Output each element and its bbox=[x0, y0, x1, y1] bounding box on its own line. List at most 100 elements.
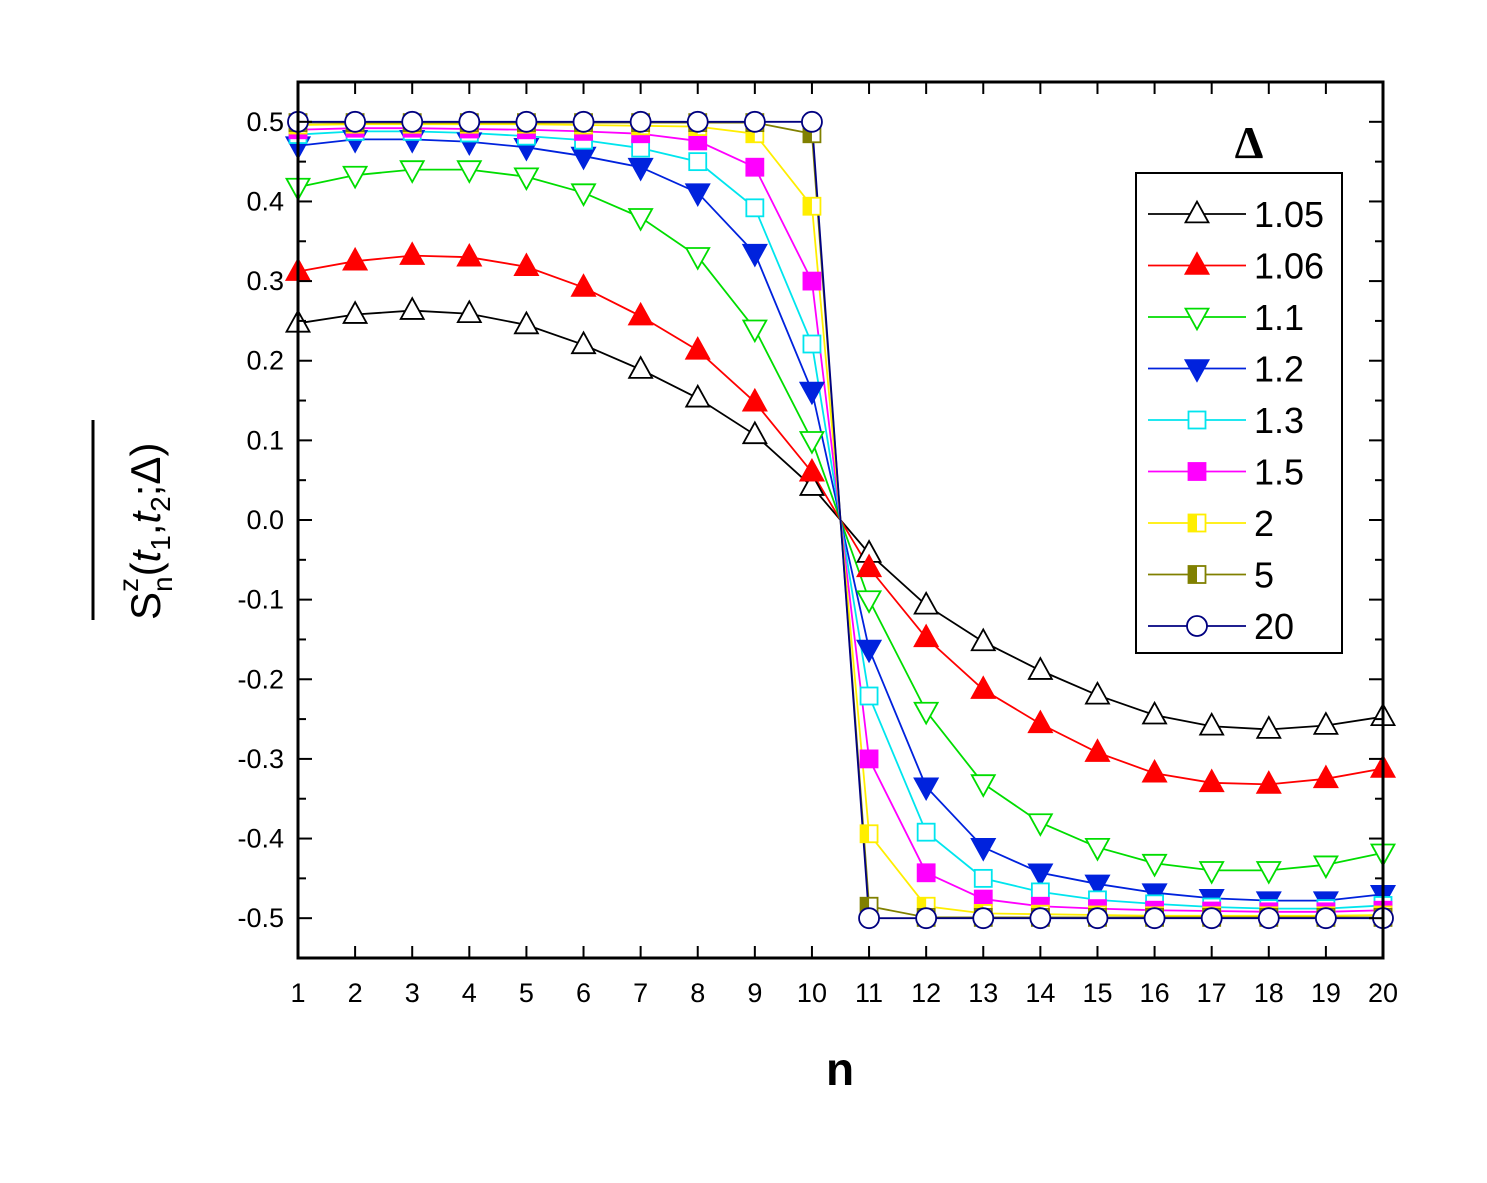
y-title-open: ( bbox=[122, 562, 169, 576]
y-tick-label: 0.5 bbox=[246, 107, 284, 137]
data-point bbox=[1084, 838, 1111, 862]
plot-area bbox=[284, 110, 1397, 930]
svg-text:Szn(t1,t2;Δ): Sz n(t1,t2;Δ) bbox=[113, 443, 178, 620]
data-point bbox=[513, 252, 540, 277]
data-point bbox=[856, 553, 883, 578]
y-tick-label: -0.2 bbox=[237, 664, 284, 694]
y-title-sub: n bbox=[147, 576, 178, 592]
legend-marker bbox=[1187, 513, 1207, 533]
x-tick-label: 6 bbox=[576, 978, 591, 1008]
data-point bbox=[1314, 907, 1337, 930]
y-title-t1: t bbox=[122, 548, 169, 562]
legend-entry: 1.3 bbox=[1148, 400, 1304, 441]
data-point bbox=[859, 749, 879, 769]
data-point bbox=[1086, 907, 1109, 930]
data-point bbox=[1141, 700, 1168, 725]
data-point bbox=[856, 590, 883, 614]
data-point bbox=[627, 355, 654, 379]
legend-entry: 20 bbox=[1148, 606, 1294, 647]
legend-entry: 1.2 bbox=[1148, 349, 1304, 390]
data-point bbox=[513, 167, 540, 192]
x-tick-label: 2 bbox=[348, 978, 363, 1008]
data-point bbox=[801, 110, 823, 133]
data-point bbox=[456, 160, 483, 184]
data-point bbox=[798, 472, 825, 496]
data-point bbox=[1084, 874, 1111, 899]
marker-half-fill bbox=[917, 897, 927, 915]
legend-label: 1.2 bbox=[1254, 349, 1304, 390]
legend-entry: 1.5 bbox=[1148, 452, 1304, 493]
x-tick-label: 19 bbox=[1311, 978, 1341, 1008]
legend-marker bbox=[1187, 462, 1207, 481]
data-point bbox=[684, 247, 711, 271]
data-point bbox=[684, 336, 711, 360]
data-point bbox=[970, 838, 997, 862]
legend-label: 1.1 bbox=[1254, 297, 1304, 338]
y-title-main: S bbox=[122, 592, 169, 620]
y-title-comma: , bbox=[122, 523, 169, 535]
data-point bbox=[916, 863, 936, 883]
x-tick-label: 1 bbox=[290, 978, 305, 1008]
legend-label: 1.3 bbox=[1254, 400, 1304, 441]
data-point bbox=[913, 777, 940, 802]
marker-half-fill bbox=[1188, 514, 1197, 532]
legend-marker bbox=[1187, 565, 1207, 584]
data-point bbox=[915, 907, 938, 930]
data-point bbox=[627, 301, 654, 326]
x-tick-label: 9 bbox=[747, 978, 762, 1008]
data-point bbox=[913, 623, 940, 648]
x-tick-label: 4 bbox=[462, 978, 477, 1008]
data-point bbox=[1198, 711, 1225, 736]
data-point bbox=[515, 110, 538, 133]
axes: 1 2 3 4 5 6 7 8 9 10 11 12 13 14 15 16 17 18 19 200.50.40.3… bbox=[237, 80, 1398, 1008]
x-tick-label: 15 bbox=[1082, 978, 1112, 1008]
data-point bbox=[1200, 907, 1223, 930]
x-tick-label: 18 bbox=[1254, 978, 1284, 1008]
series-markers-1.05 bbox=[284, 296, 1397, 739]
legend-title: Δ bbox=[1235, 117, 1264, 168]
legend-marker bbox=[1187, 410, 1207, 430]
data-point bbox=[686, 110, 709, 133]
legend-label: 2 bbox=[1254, 503, 1274, 544]
data-point bbox=[684, 383, 711, 408]
marker-half-fill bbox=[746, 125, 755, 143]
legend-entry: 1.1 bbox=[1148, 297, 1304, 338]
y-title-tail: ;Δ) bbox=[122, 443, 169, 497]
data-point bbox=[745, 198, 765, 218]
data-point bbox=[688, 152, 708, 172]
data-point bbox=[627, 208, 654, 232]
x-tick-label: 11 bbox=[855, 978, 883, 1008]
y-tick-label: 0.4 bbox=[246, 186, 284, 216]
y-tick-label: -0.3 bbox=[237, 744, 284, 774]
data-point bbox=[972, 907, 995, 930]
data-point bbox=[342, 300, 369, 324]
data-point bbox=[513, 310, 540, 335]
data-point bbox=[798, 457, 825, 482]
data-point bbox=[1255, 861, 1282, 885]
data-point bbox=[1027, 863, 1054, 888]
data-point bbox=[629, 110, 652, 133]
legend-label: 1.06 bbox=[1254, 246, 1324, 287]
data-point bbox=[859, 824, 879, 844]
x-tick-label: 8 bbox=[690, 978, 705, 1008]
x-tick-label: 14 bbox=[1025, 978, 1055, 1008]
data-point bbox=[913, 590, 940, 615]
data-point bbox=[916, 822, 936, 842]
data-point bbox=[1143, 907, 1166, 930]
data-point bbox=[342, 246, 369, 271]
data-point bbox=[741, 420, 768, 445]
data-point bbox=[1027, 709, 1054, 734]
x-tick-label: 10 bbox=[797, 978, 827, 1008]
legend-box bbox=[1135, 172, 1343, 654]
data-point bbox=[1312, 764, 1339, 789]
legend-label: 5 bbox=[1254, 555, 1274, 596]
series-markers-1.1 bbox=[284, 160, 1397, 885]
y-tick-label: 0.1 bbox=[246, 425, 284, 455]
legend-marker bbox=[1183, 359, 1211, 383]
marker-half-fill bbox=[860, 897, 870, 915]
data-point bbox=[859, 686, 879, 706]
y-title-t1-sub: 1 bbox=[145, 535, 176, 551]
data-point bbox=[344, 110, 367, 133]
y-tick-label: 0.0 bbox=[246, 505, 284, 535]
